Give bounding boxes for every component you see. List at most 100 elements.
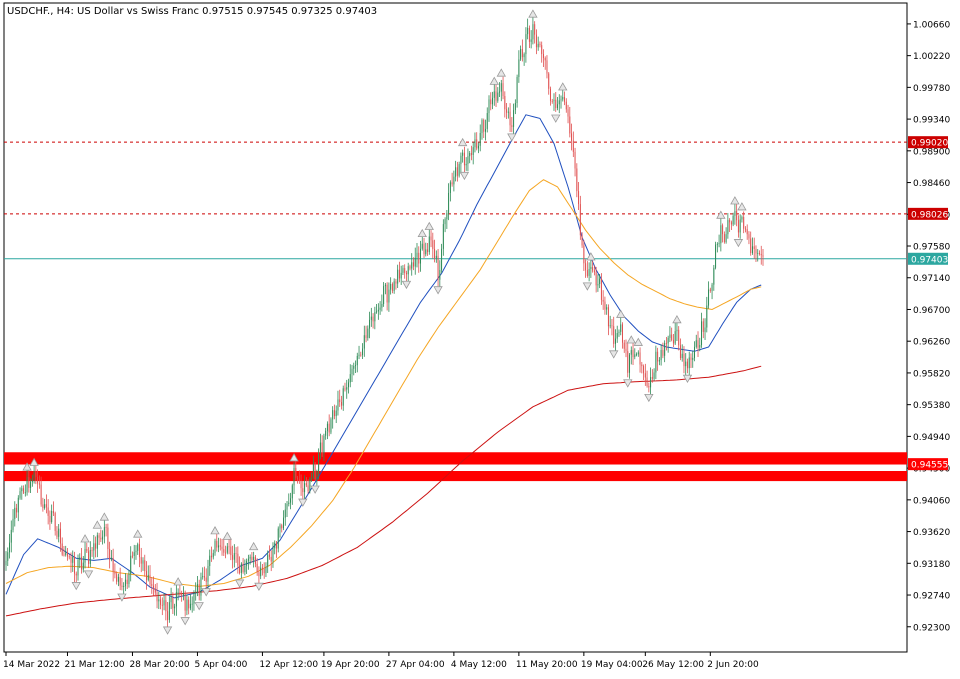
- candle[interactable]: [555, 91, 557, 112]
- candle[interactable]: [658, 357, 660, 366]
- candle[interactable]: [488, 95, 490, 122]
- candle[interactable]: [727, 213, 729, 239]
- candle[interactable]: [720, 216, 722, 252]
- candle[interactable]: [755, 245, 757, 262]
- candle[interactable]: [186, 594, 188, 616]
- candle[interactable]: [664, 340, 666, 363]
- candle[interactable]: [131, 551, 133, 559]
- candle[interactable]: [193, 590, 195, 611]
- candle[interactable]: [246, 558, 248, 574]
- candle[interactable]: [158, 591, 160, 610]
- candle[interactable]: [483, 118, 485, 139]
- candle[interactable]: [253, 551, 255, 568]
- candle[interactable]: [437, 249, 439, 287]
- candle[interactable]: [602, 290, 604, 310]
- candle[interactable]: [722, 223, 724, 243]
- candle[interactable]: [114, 563, 116, 579]
- candles[interactable]: [5, 16, 764, 628]
- candle[interactable]: [302, 480, 304, 500]
- candle[interactable]: [467, 148, 469, 172]
- price-axis[interactable]: 1.00660 1.00220 0.99780 0.99340 0.98900 0.984…: [907, 20, 950, 633]
- candle[interactable]: [240, 562, 242, 579]
- candle[interactable]: [181, 590, 183, 602]
- candle[interactable]: [119, 567, 121, 591]
- candle[interactable]: [100, 529, 102, 543]
- candle[interactable]: [98, 532, 100, 545]
- candle[interactable]: [330, 417, 332, 435]
- candle[interactable]: [226, 542, 228, 555]
- candle[interactable]: [167, 601, 169, 628]
- candle[interactable]: [200, 572, 202, 601]
- candle[interactable]: [221, 538, 223, 556]
- candle[interactable]: [300, 474, 302, 496]
- candle[interactable]: [381, 294, 383, 312]
- candle[interactable]: [140, 547, 142, 573]
- candle[interactable]: [293, 462, 295, 495]
- candle[interactable]: [692, 351, 694, 368]
- candle[interactable]: [597, 274, 599, 292]
- candle[interactable]: [757, 249, 759, 262]
- candle[interactable]: [353, 362, 355, 376]
- candle[interactable]: [23, 485, 25, 495]
- candle[interactable]: [434, 239, 436, 263]
- candle[interactable]: [121, 578, 123, 591]
- candle[interactable]: [497, 87, 499, 103]
- candle[interactable]: [758, 250, 760, 256]
- candle[interactable]: [84, 542, 86, 569]
- candle[interactable]: [182, 586, 184, 601]
- candle[interactable]: [123, 582, 125, 594]
- candle[interactable]: [574, 147, 576, 177]
- candle[interactable]: [636, 352, 638, 357]
- candle[interactable]: [581, 232, 583, 248]
- candle[interactable]: [203, 566, 205, 581]
- candle[interactable]: [244, 559, 246, 576]
- candle[interactable]: [470, 145, 472, 161]
- candle[interactable]: [323, 433, 325, 462]
- candle[interactable]: [674, 322, 676, 345]
- candle[interactable]: [286, 501, 288, 518]
- candle[interactable]: [521, 39, 523, 62]
- candle[interactable]: [207, 559, 209, 590]
- candle[interactable]: [667, 335, 669, 353]
- candle[interactable]: [312, 455, 314, 480]
- candle[interactable]: [42, 497, 44, 512]
- candle[interactable]: [425, 242, 427, 257]
- candle[interactable]: [142, 557, 144, 571]
- candle[interactable]: [16, 503, 18, 518]
- candle[interactable]: [532, 16, 534, 45]
- candle[interactable]: [569, 106, 571, 138]
- candle[interactable]: [398, 261, 400, 283]
- candle[interactable]: [91, 546, 93, 557]
- candle[interactable]: [504, 91, 506, 118]
- candle[interactable]: [356, 352, 358, 373]
- candle[interactable]: [625, 339, 627, 358]
- candle[interactable]: [641, 361, 643, 374]
- candle[interactable]: [586, 261, 588, 278]
- candle[interactable]: [116, 571, 118, 585]
- candle[interactable]: [660, 344, 662, 366]
- candle[interactable]: [202, 567, 204, 580]
- candle[interactable]: [718, 234, 720, 248]
- candle[interactable]: [620, 314, 622, 336]
- candle[interactable]: [249, 554, 251, 565]
- candle[interactable]: [349, 364, 351, 388]
- candle[interactable]: [449, 180, 451, 202]
- candle[interactable]: [462, 149, 464, 163]
- candle[interactable]: [500, 79, 502, 102]
- candle[interactable]: [77, 554, 79, 581]
- candle[interactable]: [288, 493, 290, 507]
- candle[interactable]: [439, 260, 441, 289]
- candle[interactable]: [367, 325, 369, 341]
- candle[interactable]: [627, 342, 629, 378]
- candle[interactable]: [609, 315, 611, 329]
- candle[interactable]: [390, 277, 392, 295]
- candle[interactable]: [161, 597, 163, 616]
- candle[interactable]: [346, 379, 348, 399]
- candle[interactable]: [21, 485, 23, 500]
- candle[interactable]: [89, 541, 91, 568]
- candle[interactable]: [261, 564, 263, 576]
- candle[interactable]: [195, 582, 197, 601]
- candle[interactable]: [469, 151, 471, 164]
- candle[interactable]: [332, 406, 334, 429]
- candle[interactable]: [12, 509, 14, 533]
